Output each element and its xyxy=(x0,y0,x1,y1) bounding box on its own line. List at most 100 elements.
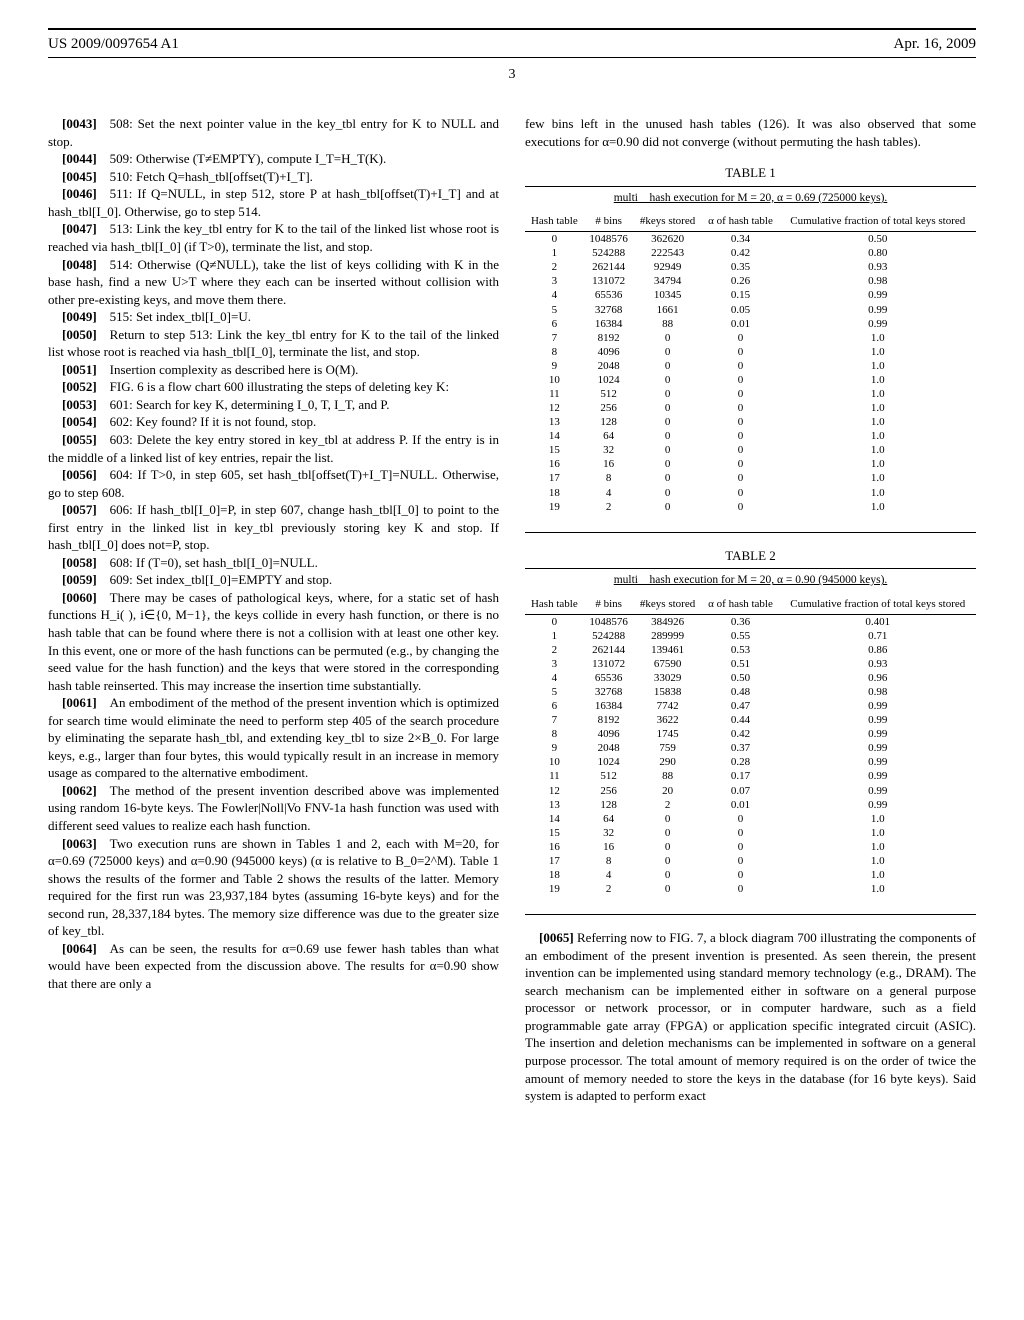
table-cell: 0.42 xyxy=(702,246,780,260)
paragraph: [0051] Insertion complexity as described… xyxy=(48,361,499,379)
table-cell: 8 xyxy=(584,471,634,485)
table-cell: 4 xyxy=(584,486,634,500)
table-cell: 0 xyxy=(634,826,702,840)
column-header: # bins xyxy=(584,595,634,614)
table-cell: 0.99 xyxy=(780,713,976,727)
table-row: 184001.0 xyxy=(525,868,976,882)
para-number: [0065] xyxy=(539,930,574,945)
paragraph-0065: [0065] Referring now to FIG. 7, a block … xyxy=(525,929,976,1104)
table-cell: 3622 xyxy=(634,713,702,727)
table-cell: 11 xyxy=(525,387,584,401)
table-row: 1532001.0 xyxy=(525,826,976,840)
table-cell: 8 xyxy=(525,727,584,741)
table-cell: 0.99 xyxy=(780,741,976,755)
table-cell: 128 xyxy=(584,415,634,429)
table-cell: 8 xyxy=(525,345,584,359)
para-number: [0054] xyxy=(62,414,110,429)
table-cell: 3 xyxy=(525,274,584,288)
table-cell: 1.0 xyxy=(780,401,976,415)
table-cell: 256 xyxy=(584,401,634,415)
table-row: 178001.0 xyxy=(525,854,976,868)
table-cell: 759 xyxy=(634,741,702,755)
table-cell: 0 xyxy=(525,232,584,247)
table-cell: 64 xyxy=(584,429,634,443)
paragraph: [0050] Return to step 513: Link the key_… xyxy=(48,326,499,361)
table-cell: 5 xyxy=(525,303,584,317)
table-cell: 0 xyxy=(634,882,702,900)
table-cell: 1048576 xyxy=(584,614,634,629)
table-cell: 0.28 xyxy=(702,755,780,769)
table-cell: 12 xyxy=(525,401,584,415)
para-number: [0064] xyxy=(62,941,110,956)
table-cell: 1.0 xyxy=(780,500,976,518)
table-cell: 0.98 xyxy=(780,685,976,699)
table-cell: 0 xyxy=(634,812,702,826)
table-cell: 0.71 xyxy=(780,629,976,643)
table-row: 465536330290.500.96 xyxy=(525,671,976,685)
table-cell: 1.0 xyxy=(780,429,976,443)
table-cell: 1.0 xyxy=(780,854,976,868)
table-row: 184001.0 xyxy=(525,486,976,500)
table-cell: 67590 xyxy=(634,657,702,671)
para-text: 515: Set index_tbl[I_0]=U. xyxy=(110,309,251,324)
table-cell: 3 xyxy=(525,657,584,671)
table-row: 78192001.0 xyxy=(525,331,976,345)
paragraph: [0055] 603: Delete the key entry stored … xyxy=(48,431,499,466)
table-row: 8409617450.420.99 xyxy=(525,727,976,741)
table-row: 13128001.0 xyxy=(525,415,976,429)
table-cell: 0 xyxy=(634,415,702,429)
paragraph: [0052] FIG. 6 is a flow chart 600 illust… xyxy=(48,378,499,396)
table-cell: 0 xyxy=(634,331,702,345)
para-number: [0047] xyxy=(62,221,110,236)
table-cell: 0.93 xyxy=(780,657,976,671)
table-cell: 12 xyxy=(525,784,584,798)
para-number: [0062] xyxy=(62,783,110,798)
para-number: [0055] xyxy=(62,432,110,447)
table-cell: 32768 xyxy=(584,685,634,699)
table-cell: 15 xyxy=(525,826,584,840)
table-cell: 0.50 xyxy=(780,232,976,247)
table-cell: 0 xyxy=(634,471,702,485)
table-cell: 1.0 xyxy=(780,443,976,457)
table-cell: 33029 xyxy=(634,671,702,685)
table-cell: 0.99 xyxy=(780,755,976,769)
table-cell: 65536 xyxy=(584,288,634,302)
table-cell: 262144 xyxy=(584,260,634,274)
table-cell: 4 xyxy=(584,868,634,882)
para-text: 604: If T>0, in step 605, set hash_tbl[o… xyxy=(48,467,499,500)
table-row: 101024001.0 xyxy=(525,373,976,387)
table-cell: 128 xyxy=(584,798,634,812)
table-cell: 0.86 xyxy=(780,643,976,657)
table-cell: 0 xyxy=(702,486,780,500)
para-text: 609: Set index_tbl[I_0]=EMPTY and stop. xyxy=(110,572,332,587)
table-cell: 1.0 xyxy=(780,471,976,485)
table-1-caption: TABLE 1 xyxy=(525,164,976,182)
table-cell: 16 xyxy=(584,840,634,854)
table-cell: 0 xyxy=(634,854,702,868)
table-cell: 0.36 xyxy=(702,614,780,629)
table-cell: 1 xyxy=(525,629,584,643)
table-cell: 0.53 xyxy=(702,643,780,657)
table-cell: 18 xyxy=(525,868,584,882)
table-cell: 0 xyxy=(525,614,584,629)
table-1-subtitle: multi__hash execution for M = 20, α = 0.… xyxy=(525,191,976,207)
table-cell: 0 xyxy=(634,868,702,882)
para-number: [0057] xyxy=(62,502,110,517)
table-cell: 0 xyxy=(702,373,780,387)
table-cell: 1.0 xyxy=(780,359,976,373)
table-cell: 15 xyxy=(525,443,584,457)
table-2-data: Hash table# bins#keys storedα of hash ta… xyxy=(525,595,976,900)
para-number: [0049] xyxy=(62,309,110,324)
table-cell: 7742 xyxy=(634,699,702,713)
table-cell: 0 xyxy=(702,840,780,854)
table-cell: 0 xyxy=(702,415,780,429)
patent-page: US 2009/0097654 A1 Apr. 16, 2009 3 [0043… xyxy=(0,0,1024,1145)
table-cell: 13 xyxy=(525,798,584,812)
paragraph: [0049] 515: Set index_tbl[I_0]=U. xyxy=(48,308,499,326)
para-number: [0045] xyxy=(62,169,110,184)
para-number: [0056] xyxy=(62,467,110,482)
table-cell: 0 xyxy=(702,812,780,826)
table-cell: 0 xyxy=(702,868,780,882)
table-row: 11512880.170.99 xyxy=(525,769,976,783)
table-cell: 2048 xyxy=(584,741,634,755)
